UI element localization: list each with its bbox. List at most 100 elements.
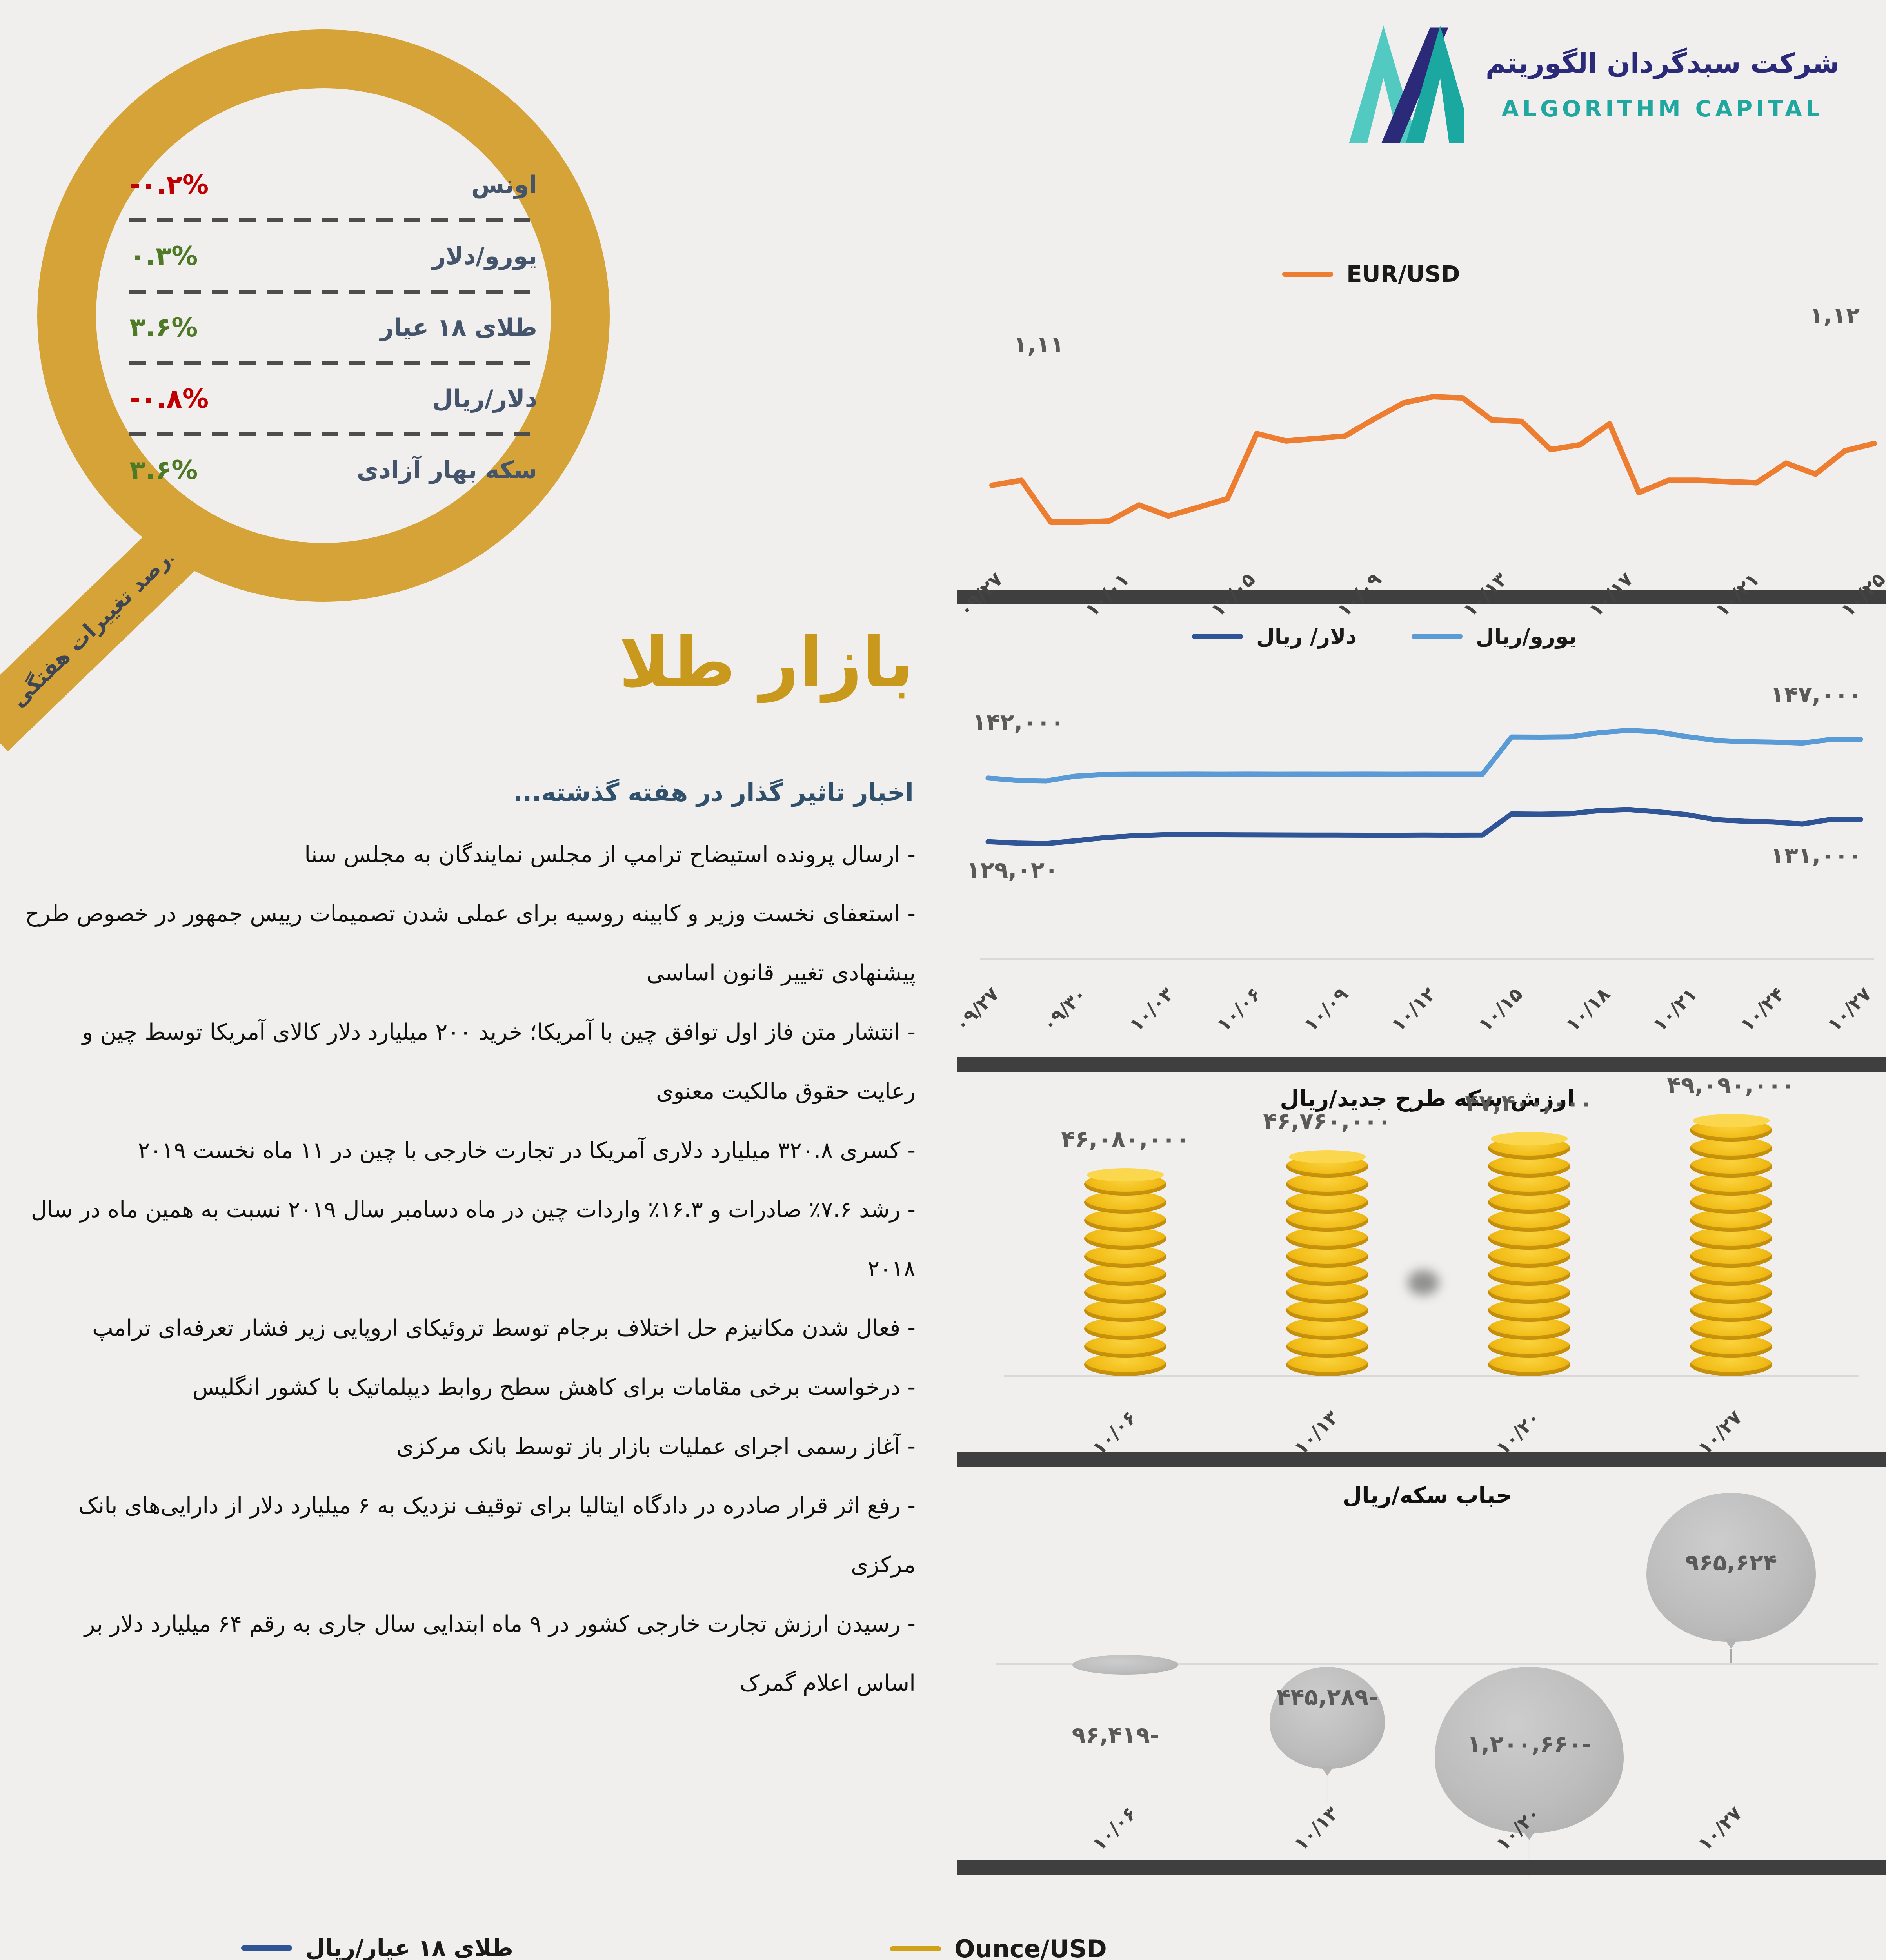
x-axis-label-rial: ۰۹/۲۷ — [950, 983, 1004, 1036]
balloon-value: ۹۶۵,۶۲۴ — [1685, 1549, 1777, 1576]
metric-label: سکه بهار آزادی — [356, 456, 537, 484]
legend-swatch-usd-rial — [1192, 634, 1243, 639]
separator-bar — [957, 1860, 1886, 1875]
legend-swatch-eurusd — [1282, 271, 1333, 277]
x-axis-label-rial: ۱۰/۰۹ — [1299, 983, 1353, 1036]
weekly-change-row: دلار/ریال -۰.۸% — [129, 365, 537, 432]
eurusd-line — [989, 394, 1877, 525]
balloon — [1072, 1655, 1178, 1675]
page-title: بازار طلا — [619, 623, 914, 703]
ink-smudge — [1408, 1270, 1439, 1295]
x-axis-label-rial: ۱۰/۰۶ — [1212, 983, 1266, 1036]
legend-label-ounce: Ounce/USD — [954, 1935, 1107, 1960]
weekly-change-row: یورو/دلار ۰.۳% — [129, 222, 537, 290]
weekly-change-row: طلای ۱۸ عیار ۳.۶% — [129, 294, 537, 361]
x-axis-label-coin-bubble: ۱۰/۰۶ — [1088, 1802, 1141, 1855]
balloon-string — [1730, 1649, 1732, 1663]
legend-label-gold18k: طلای ۱۸ عیار/ریال — [305, 1935, 513, 1960]
x-axis-label-coin-value: ۱۰/۰۶ — [1088, 1406, 1141, 1459]
metric-value: ۳.۶% — [129, 312, 198, 343]
legend-label-eurusd: EUR/USD — [1346, 261, 1460, 287]
x-axis-label-rial: ۱۰/۲۱ — [1648, 983, 1702, 1036]
coin-stack-value: ۴۹,۰۹۰,۰۰۰ — [1667, 1072, 1795, 1098]
metric-label: یورو/دلار — [432, 242, 537, 270]
metric-label: دلار/ریال — [432, 385, 537, 413]
eurusd-start-value: ۱,۱۱ — [1014, 331, 1064, 358]
balloon-value: ۹۶,۴۱۹- — [1072, 1722, 1159, 1748]
dashed-divider — [129, 432, 537, 436]
metric-value: ۰.۳% — [129, 241, 198, 271]
axis-baseline — [1004, 1375, 1859, 1377]
news-subtitle: اخبار تاثیر گذار در هفته گذشته... — [513, 778, 914, 807]
eurusd-end-value: ۱,۱۲ — [1810, 302, 1860, 328]
news-list: - ارسال پرونده استیضاح ترامپ از مجلس نما… — [22, 825, 916, 1713]
x-axis-label-coin-value: ۱۰/۲۰ — [1492, 1406, 1545, 1459]
balloon-value: ۱,۲۰۰,۶۶۰- — [1467, 1731, 1591, 1757]
algorithm-capital-logo-icon — [1349, 25, 1464, 143]
x-axis-label-rial: ۱۰/۰۳ — [1125, 983, 1178, 1036]
coin-bubble-chart-title: حباب سکه/ریال — [1342, 1483, 1512, 1508]
news-item: - آغاز رسمی اجرای عملیات بازار باز توسط … — [396, 1434, 916, 1459]
news-item: - استعفای نخست وزیر و کابینه روسیه برای … — [25, 901, 916, 986]
metric-value: ۳.۶% — [129, 455, 198, 485]
news-item: - ارسال پرونده استیضاح ترامپ از مجلس نما… — [304, 842, 916, 867]
coin-top-face — [1491, 1132, 1568, 1145]
balloon-knot — [1522, 1830, 1536, 1840]
legend-eur-rial: یورو/ریال — [1412, 624, 1577, 649]
brand-name-fa: شرکت سبدگردان الگوریتم — [1485, 47, 1840, 79]
coin-value-chart-title: ارزش سکه طرح جدید/ریال — [1280, 1086, 1575, 1112]
legend-swatch-eur-rial — [1412, 634, 1463, 639]
weekly-change-row: سکه بهار آزادی ۳.۶% — [129, 436, 537, 504]
separator-bar — [957, 1057, 1886, 1072]
coin-stack-value: ۴۷,۴۰۰,۰۰۰ — [1465, 1090, 1593, 1116]
x-axis-label-rial: ۱۰/۱۲ — [1387, 983, 1440, 1036]
news-item: - انتشار متن فاز اول توافق چین با آمریکا… — [82, 1019, 916, 1104]
legend-swatch-ounce — [890, 1946, 941, 1951]
weekly-change-caption: درصد تغییرات هفتگی — [5, 540, 183, 712]
usd-rial-start-value: ۱۲۹,۰۲۰ — [967, 857, 1059, 883]
usd-rial-end-value: ۱۳۱,۰۰۰ — [1770, 842, 1862, 869]
x-axis-label-coin-bubble: ۱۰/۱۳ — [1290, 1802, 1343, 1855]
balloon — [1270, 1667, 1385, 1769]
weekly-change-row: اونس -۰.۲% — [129, 151, 537, 218]
balloon-knot — [1320, 1766, 1334, 1776]
brand-name-en: ALGORITHM CAPITAL — [1501, 96, 1824, 122]
news-item: - رفع اثر قرار صادره در دادگاه ایتالیا ب… — [78, 1493, 916, 1578]
axis-baseline — [996, 1663, 1878, 1665]
balloon — [1435, 1667, 1624, 1833]
x-axis-label-coin-value: ۱۰/۱۳ — [1290, 1406, 1343, 1459]
axis-baseline — [980, 958, 1874, 960]
x-axis-label-rial: ۱۰/۱۸ — [1561, 983, 1615, 1036]
coin-stack-value: ۴۶,۷۶۰,۰۰۰ — [1263, 1108, 1392, 1134]
legend-usd-rial: دلار/ ریال — [1192, 624, 1357, 649]
balloon — [1646, 1493, 1816, 1642]
eur-rial-end-value: ۱۴۷,۰۰۰ — [1770, 681, 1862, 708]
coin-stack-value: ۴۶,۰۸۰,۰۰۰ — [1061, 1126, 1190, 1152]
coin-top-face — [1087, 1168, 1164, 1181]
x-axis-label-coin-value: ۱۰/۲۷ — [1693, 1406, 1747, 1459]
usd-rial-line — [985, 807, 1863, 846]
dashed-divider — [129, 218, 537, 222]
legend-ounce: Ounce/USD — [890, 1935, 1107, 1960]
news-item: - درخواست برخی مقامات برای کاهش سطح رواب… — [192, 1374, 916, 1400]
eur-rial-line — [985, 728, 1863, 784]
weekly-change-table: اونس -۰.۲% یورو/دلار ۰.۳% طلای ۱۸ عیار ۳.۶% دل… — [129, 151, 537, 504]
legend-eurusd: EUR/USD — [1282, 261, 1460, 287]
legend-label-eur-rial: یورو/ریال — [1476, 624, 1577, 649]
news-item: - کسری ۳۲۰.۸ میلیارد دلاری آمریکا در تجا… — [138, 1138, 916, 1163]
news-item: - فعال شدن مکانیزم حل اختلاف برجام توسط … — [92, 1315, 916, 1341]
eur-rial-start-value: ۱۴۲,۰۰۰ — [972, 709, 1065, 735]
balloon-value: ۴۴۵,۲۸۹- — [1276, 1684, 1378, 1710]
dashed-divider — [129, 361, 537, 365]
legend-gold18k: طلای ۱۸ عیار/ریال — [241, 1935, 513, 1960]
metric-value: -۰.۲% — [129, 169, 209, 200]
x-axis-label-rial: ۱۰/۲۷ — [1823, 983, 1876, 1036]
x-axis-label-coin-bubble: ۱۰/۲۷ — [1693, 1802, 1747, 1855]
balloon-string — [1326, 1776, 1328, 1803]
legend-label-usd-rial: دلار/ ریال — [1256, 624, 1357, 649]
balloon-knot — [1724, 1639, 1738, 1649]
metric-value: -۰.۸% — [129, 383, 209, 414]
coin-top-face — [1693, 1114, 1770, 1127]
separator-bar — [957, 590, 1886, 604]
news-item: - رسیدن ارزش تجارت خارجی کشور در ۹ ماه ا… — [84, 1611, 916, 1696]
